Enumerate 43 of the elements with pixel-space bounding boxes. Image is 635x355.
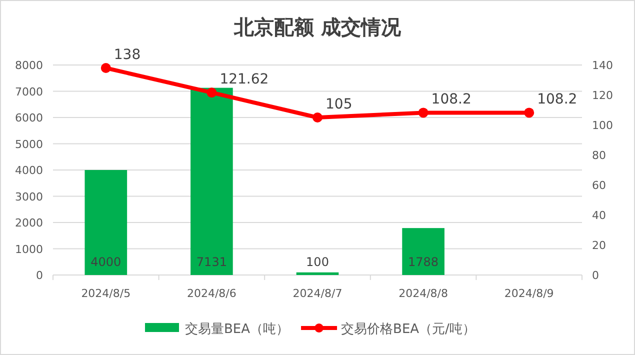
x-tick-label: 2024/8/8 [398, 287, 448, 300]
point [418, 108, 428, 118]
y2-tick-label: 20 [592, 239, 606, 252]
data-label: 105 [326, 96, 352, 112]
point [100, 63, 111, 73]
y-tick-label: 3000 [15, 190, 43, 204]
y-tick-label: 6000 [15, 112, 43, 124]
data-label: 7131 [196, 255, 227, 269]
y2-tick-label: 80 [592, 149, 606, 162]
data-label: 100 [306, 255, 329, 269]
bar [190, 88, 233, 275]
y2-tick-label: 120 [592, 89, 613, 102]
y-tick-label: 0 [36, 269, 43, 282]
data-label: 1788 [408, 255, 439, 269]
legend-label: 交易价格BEA（元/吨） [341, 321, 476, 337]
y-tick-label: 7000 [15, 85, 43, 98]
bar [84, 170, 128, 275]
data-label: 108.2 [431, 92, 472, 108]
y-tick-label: 4000 [15, 164, 43, 177]
point [206, 88, 217, 98]
y-tick-label: 1000 [15, 242, 43, 256]
x-tick-label: 2024/8/6 [186, 287, 236, 300]
data-label: 138 [114, 47, 141, 63]
y-tick-label: 5000 [15, 138, 43, 151]
y2-tick-label: 0 [592, 269, 599, 282]
y2-tick-label: 100 [592, 119, 613, 132]
x-tick-label: 2024/8/7 [292, 287, 342, 300]
legend-label: 交易量BEA（吨） [185, 321, 290, 337]
point [524, 108, 534, 118]
y-tick-label: 2000 [15, 216, 43, 230]
y2-tick-label: 140 [592, 59, 613, 72]
bar [296, 272, 339, 275]
chart-title: 北京配额 成交情况 [233, 15, 402, 39]
bar [402, 228, 444, 275]
y2-tick-label: 40 [592, 209, 606, 222]
y2-tick-label: 60 [592, 179, 606, 192]
x-tick-label: 2024/8/5 [81, 287, 131, 300]
point [312, 112, 322, 122]
data-label: 4000 [90, 255, 122, 269]
x-tick-label: 2024/8/9 [504, 287, 554, 300]
y-tick-label: 8000 [15, 59, 43, 72]
data-label: 108.2 [537, 92, 578, 108]
data-label: 121.62 [220, 72, 269, 88]
